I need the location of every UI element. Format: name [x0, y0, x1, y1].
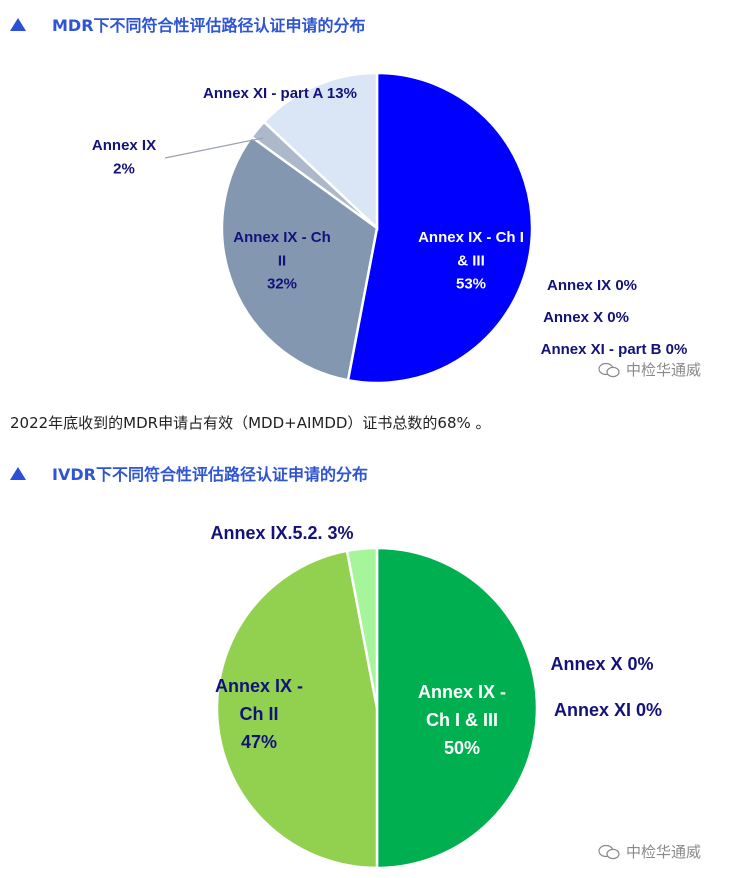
wechat-icon — [598, 362, 620, 377]
wechat-icon — [598, 844, 620, 859]
pie-slice-0 — [346, 71, 534, 385]
mdr-pie-chart: Annex IX - Ch I & III 53% Annex IX - Ch II 32… — [92, 71, 688, 385]
pie-slice-1 — [215, 549, 379, 870]
triangle-icon — [10, 466, 26, 480]
slice-label-3: Annex XI - part A 13% — [203, 85, 357, 102]
mdr-section-header: MDR下不同符合性评估路径认证申请的分布 — [10, 10, 366, 38]
watermark-bottom: 中检华通威 — [598, 841, 701, 862]
zero-label-0: Annex IX 0% — [547, 277, 637, 294]
slice-label-2: Annex IX 2% — [92, 137, 156, 177]
slice-label-1: Annex IX -Ch II 47% — [215, 676, 303, 752]
pie-slice-3 — [262, 71, 379, 231]
watermark-top: 中检华通威 — [598, 359, 701, 380]
slice-label-0: Annex IX -Ch I & III 50% — [418, 682, 506, 758]
zero-label-0: Annex X 0% — [550, 654, 653, 674]
leader-line — [164, 137, 264, 159]
zero-label-1: Annex XI 0% — [554, 700, 662, 720]
triangle-icon — [10, 17, 26, 31]
slice-label-1: Annex IX - Ch II 32% — [233, 229, 331, 293]
pie-slice-0 — [375, 546, 539, 870]
zero-label-2: Annex XI - part B 0% — [541, 341, 688, 358]
ivdr-section-title: IVDR下不同符合性评估路径认证申请的分布 — [52, 465, 368, 484]
watermark-text-top: 中检华通威 — [626, 361, 702, 379]
zero-label-1: Annex X 0% — [543, 309, 629, 326]
summary-paragraph: 2022年底收到的MDR申请占有效（MDD+AIMDD）证书总数的68% 。 — [10, 414, 491, 432]
ivdr-pie-chart: Annex IX -Ch I & III 50% Annex IX -Ch II 47… — [210, 523, 662, 870]
slice-label-2: Annex IX.5.2. 3% — [210, 523, 353, 543]
ivdr-section-header: IVDR下不同符合性评估路径认证申请的分布 — [10, 459, 368, 487]
watermark-text-bottom: 中检华通威 — [626, 843, 702, 861]
mdr-section-title: MDR下不同符合性评估路径认证申请的分布 — [52, 16, 366, 35]
pie-slice-2 — [345, 546, 379, 709]
slice-label-0: Annex IX - Ch I & III 53% — [418, 229, 524, 293]
pie-slice-1 — [220, 135, 379, 382]
